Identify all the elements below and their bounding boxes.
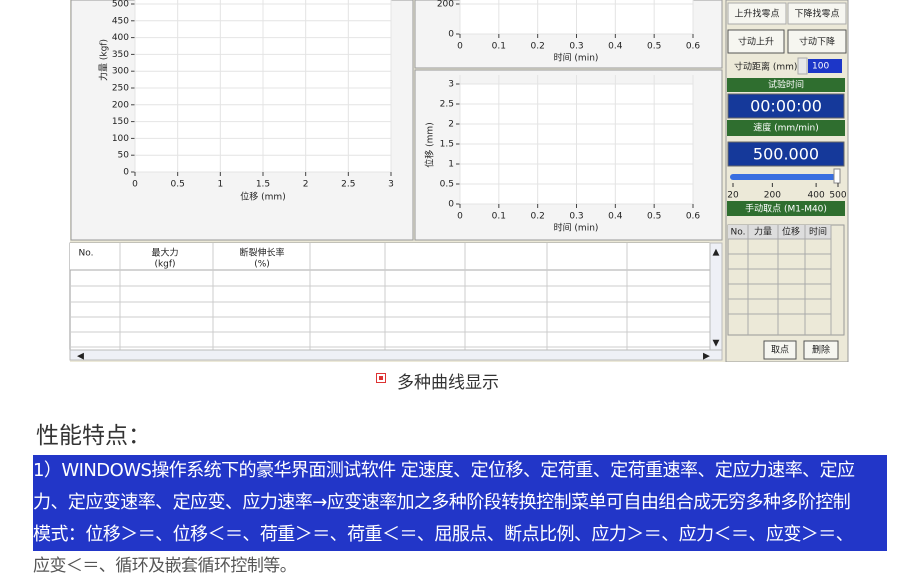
- slider-track[interactable]: [730, 174, 836, 180]
- svg-text:▼: ▼: [713, 339, 720, 349]
- x-tick-label: 0: [132, 180, 138, 190]
- button-label: 下降找零点: [794, 8, 839, 20]
- display-value: 00:00:00: [750, 97, 822, 116]
- x-tick-label: 0.2: [531, 42, 545, 52]
- button[interactable]: [763, 340, 797, 360]
- x-tick-label: 3: [388, 180, 394, 190]
- table-header: (kgf): [154, 260, 175, 270]
- button-label: 寸动下降: [799, 36, 835, 48]
- y-tick-label: 150: [112, 117, 129, 127]
- feature-line: 1）WINDOWS操作系统下的豪华界面测试软件 定速度、定位移、定荷重、定荷重速…: [33, 455, 887, 487]
- table-header: (%): [254, 260, 270, 270]
- x-tick-label: 0: [457, 212, 463, 222]
- scale-label: 20: [727, 191, 739, 201]
- svg-text:▲: ▲: [713, 248, 720, 258]
- axis-title: 位移 (mm): [240, 191, 285, 203]
- slider-scale: 20 200 400 500: [727, 183, 847, 201]
- x-tick-label: 2.5: [341, 180, 355, 190]
- button[interactable]: [803, 340, 839, 360]
- y-tick-label: 3: [448, 80, 454, 90]
- x-tick-label: 0.1: [492, 212, 506, 222]
- axis-title: 位移 (mm): [424, 122, 436, 167]
- button[interactable]: [787, 2, 847, 25]
- button-label: 上升找零点: [734, 8, 779, 20]
- input-value: 100: [812, 62, 829, 72]
- section-label: 速度 (mm/min): [753, 122, 818, 134]
- y-tick-label: 0.5: [440, 180, 454, 190]
- table-header: 时间: [809, 226, 827, 238]
- feature-line: 应变＜＝、循环及嵌套循环控制等。: [33, 556, 297, 576]
- x-tick-label: 0.3: [569, 42, 583, 52]
- feature-line: 模式：位移＞＝、位移＜＝、荷重＞＝、荷重＜＝、屈服点、断点比例、应力＞＝、应力＜…: [33, 519, 887, 551]
- results-table: ▲ ▼ ◀ ▶ No. 最大力 (kgf) 断裂伸长率 (%): [69, 242, 723, 362]
- y-tick-label: 1: [448, 160, 454, 170]
- y-tick-label: 300: [112, 67, 129, 77]
- input-box[interactable]: [808, 59, 842, 73]
- button-label: 寸动上升: [738, 36, 774, 48]
- y-tick-label: 0: [448, 200, 454, 210]
- y-tick-label: 400: [112, 33, 129, 43]
- x-tick-label: 0.5: [647, 42, 661, 52]
- y-tick-label: 100: [112, 134, 129, 144]
- display-value: 500.000: [753, 145, 819, 164]
- y-tick-label: 2.5: [440, 100, 454, 110]
- button[interactable]: [727, 29, 785, 54]
- caption: 多种曲线显示: [397, 373, 499, 393]
- button-label: 删除: [812, 344, 830, 356]
- svg-text:▶: ▶: [703, 352, 710, 362]
- x-tick-label: 0.6: [686, 42, 701, 52]
- scale-label: 200: [764, 191, 781, 201]
- button[interactable]: [787, 29, 847, 54]
- y-tick-label: 200: [112, 100, 129, 110]
- x-tick-label: 0.1: [492, 42, 506, 52]
- y-tick-label: 250: [112, 84, 129, 94]
- axis-title: 时间 (min): [554, 222, 599, 234]
- table-header: No.: [79, 249, 94, 259]
- control-panel: 上升找零点 下降找零点 寸动上升 寸动下降 寸动距离 (mm) 100 试验时间…: [725, 0, 849, 362]
- table-header: No.: [731, 228, 746, 238]
- scale-label: 400: [808, 191, 825, 201]
- spinner[interactable]: [797, 57, 808, 75]
- software-screenshot: 力量 (kgf) 位移 (mm) 时间 (min) 位移 (mm) 时间 (mi…: [69, 0, 849, 362]
- table-header: 位移: [782, 226, 800, 238]
- section-label: 试验时间: [768, 79, 804, 91]
- x-tick-label: 0: [457, 42, 463, 52]
- x-tick-label: 1.5: [256, 180, 270, 190]
- x-tick-label: 1: [217, 180, 223, 190]
- x-tick-label: 0.6: [686, 212, 701, 222]
- x-tick-label: 0.4: [608, 212, 623, 222]
- y-tick-label: 350: [112, 50, 129, 60]
- table-header: 力量: [754, 226, 772, 238]
- slider-thumb[interactable]: [833, 168, 841, 184]
- feature-line: 力、定应变速率、定应变、应力速率→应变速率加之多种阶段转换控制菜单可自由组合成无…: [33, 487, 887, 519]
- x-tick-label: 0.2: [531, 212, 545, 222]
- y-tick-label: 1.5: [440, 140, 454, 150]
- table-header: 断裂伸长率: [239, 247, 284, 259]
- axis-title: 时间 (min): [554, 52, 599, 64]
- caption-icon: [376, 373, 386, 383]
- x-tick-label: 2: [303, 180, 309, 190]
- x-tick-label: 0.5: [171, 180, 185, 190]
- button-label: 取点: [771, 345, 789, 356]
- y-tick-label: 200: [437, 0, 454, 10]
- y-tick-label: 0: [448, 30, 454, 40]
- field-label: 寸动距离 (mm): [734, 61, 797, 73]
- svg-text:◀: ◀: [77, 352, 84, 362]
- scale-label: 500: [829, 191, 846, 201]
- y-tick-label: 0: [123, 168, 129, 178]
- heading: 性能特点：: [36, 423, 151, 449]
- section-label: 手动取点 (M1-M40): [745, 203, 827, 215]
- x-tick-label: 0.5: [647, 212, 661, 222]
- axis-title: 力量 (kgf): [98, 39, 110, 81]
- y-tick-label: 500: [112, 0, 129, 10]
- x-tick-label: 0.4: [608, 42, 623, 52]
- button[interactable]: [727, 2, 787, 25]
- y-tick-label: 450: [112, 16, 129, 26]
- y-tick-label: 50: [118, 151, 130, 161]
- table-header: 最大力: [151, 247, 178, 259]
- y-tick-label: 2: [448, 120, 454, 130]
- x-tick-label: 0.3: [569, 212, 583, 222]
